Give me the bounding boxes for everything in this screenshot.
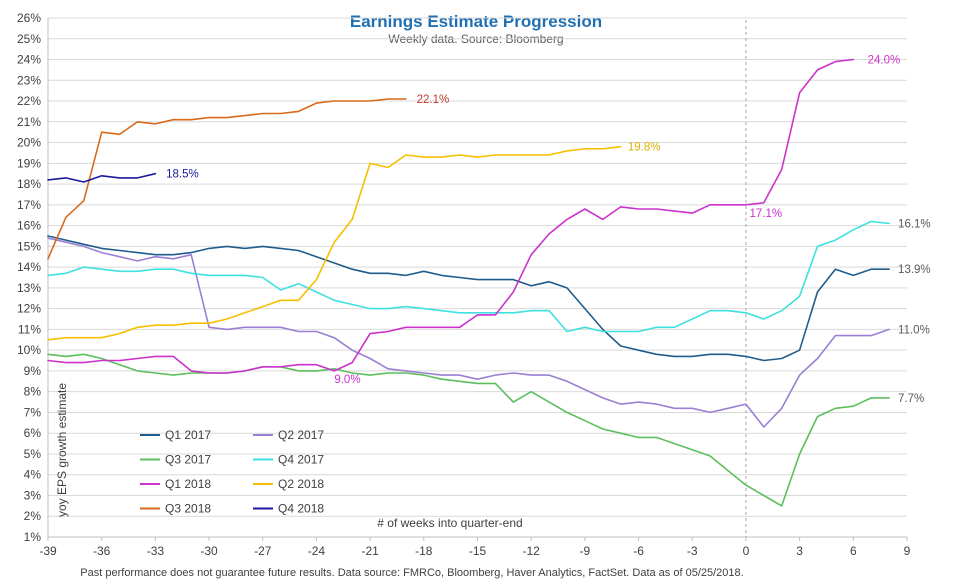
y-axis-label: yoy EPS growth estimate [55,383,69,517]
y-tick-label: 13% [17,281,41,295]
y-tick-label: 22% [17,94,41,108]
series-line-q3-2018 [47,98,407,260]
legend-label-q4-2018: Q4 2018 [278,502,324,516]
y-tick-label: 26% [17,11,41,25]
y-tick-label: 17% [17,198,41,212]
end-label-q1-2017: 13.9% [898,264,931,276]
legend-label-q2-2017: Q2 2017 [278,428,324,442]
series-line-q4-2018 [47,172,157,183]
x-tick-label: -6 [633,544,644,558]
y-tick-label: 18% [17,177,41,191]
legend-label-q3-2017: Q3 2017 [165,453,211,467]
legend: Q1 2017 Q2 2017 Q3 2017 Q4 2017 Q1 2018 Q2 20… [140,428,324,516]
end-label-q3-2017: 7.7% [898,393,924,405]
x-tick-label: -12 [523,544,541,558]
end-label-q2-2018: 19.8% [628,142,661,154]
series-line-q3-2017 [47,353,890,507]
series-line-q4-2017 [47,220,890,333]
data-label-q1-2018: 17.1% [750,208,783,220]
y-tick-label: 16% [17,219,41,233]
x-axis-label: # of weeks into quarter-end [377,516,522,530]
x-tick-label: -18 [415,544,433,558]
y-tick-label: 21% [17,115,41,129]
end-label-q3-2018: 22.1% [417,94,450,106]
y-tick-label: 10% [17,343,41,357]
x-tick-label: 6 [850,544,857,558]
x-tick-label: -9 [580,544,591,558]
x-tick-label: -21 [361,544,379,558]
y-tick-label: 11% [18,322,41,336]
x-tick-label: -36 [93,544,111,558]
y-tick-label: 14% [17,260,41,274]
y-tick-label: 6% [24,426,42,440]
y-tick-label: 3% [24,488,42,502]
x-tick-label: -39 [39,544,57,558]
x-tick-label: -33 [147,544,165,558]
x-tick-label: -27 [254,544,272,558]
end-label-q4-2017: 16.1% [898,219,931,231]
legend-label-q4-2017: Q4 2017 [278,453,324,467]
y-tick-label: 19% [17,156,41,170]
end-label-q4-2018: 18.5% [166,169,199,181]
data-label-q1-2018: 9.0% [334,374,360,386]
series-line-q2-2017 [47,237,890,428]
y-tick-label: 24% [17,53,41,67]
series-line-q1-2017 [47,235,890,362]
x-tick-label: -3 [687,544,698,558]
y-tick-label: 8% [24,385,42,399]
legend-label-q2-2018: Q2 2018 [278,477,324,491]
end-label-q2-2017: 11.0% [898,324,930,336]
legend-label-q1-2017: Q1 2017 [165,428,211,442]
y-tick-label: 25% [17,32,41,46]
y-tick-label: 15% [17,239,41,253]
y-tick-label: 20% [17,136,41,150]
grid-lines [48,17,907,538]
axes: 1% 2% 3% 4% 5% 6% 7% 8% 9% 10% 11% 12% 13% 14% 15% 16% 1… [17,11,911,558]
y-tick-label: 4% [24,468,42,482]
x-tick-label: -15 [469,544,487,558]
y-tick-label: 1% [24,530,42,544]
x-tick-label: -30 [200,544,218,558]
x-tick-label: -24 [308,544,326,558]
series-lines [47,58,890,507]
x-tick-label: 3 [796,544,803,558]
y-tick-label: 23% [17,73,41,87]
series-line-q1-2018 [47,58,855,374]
x-tick-label: 9 [904,544,911,558]
y-tick-label: 7% [24,405,42,419]
legend-label-q3-2018: Q3 2018 [165,502,211,516]
y-tick-label: 5% [24,447,42,461]
legend-label-q1-2018: Q1 2018 [165,477,211,491]
data-labels: 13.9% 11.0% 7.7% 16.1% 24.0% 17.1% 9.0% 19.8% 22… [166,55,931,405]
series-line-q2-2018 [47,145,622,341]
y-tick-label: 9% [24,364,42,378]
x-tick-label: 0 [743,544,750,558]
chart-title: Earnings Estimate Progression [350,12,602,31]
y-tick-label: 2% [24,509,42,523]
end-label-q1-2018: 24.0% [868,55,901,67]
footnote: Past performance does not guarantee futu… [80,567,743,579]
y-tick-label: 12% [17,302,41,316]
